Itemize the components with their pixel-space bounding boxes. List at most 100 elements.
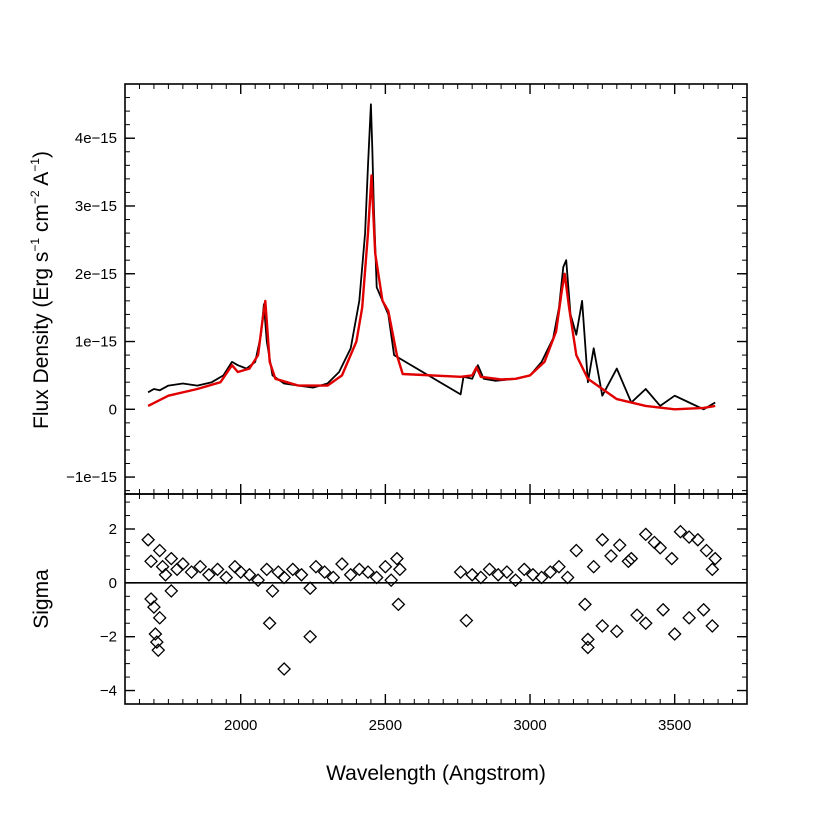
sigma-point <box>624 551 639 566</box>
sigma-point <box>569 543 584 558</box>
sigma-point <box>482 562 497 577</box>
sigma-point <box>499 565 514 579</box>
x-tick-label: 2500 <box>369 717 402 734</box>
sigma-point <box>265 584 280 598</box>
sigma-point <box>543 565 558 579</box>
x-axis-label: Wavelength (Angstrom) <box>326 762 546 785</box>
flux-y-tick-label: 0 <box>109 401 117 418</box>
sigma-point <box>604 549 618 563</box>
sigma-point <box>453 565 468 579</box>
sigma-point <box>164 584 179 598</box>
sigma-point <box>705 562 720 577</box>
sigma-point <box>193 559 208 574</box>
sigma-point <box>525 567 540 582</box>
sigma-point <box>705 619 720 633</box>
sigma-point <box>580 632 595 647</box>
sigma-point <box>259 562 274 577</box>
sigma-point <box>609 624 624 639</box>
sigma-point <box>326 570 341 585</box>
sigma-point <box>228 559 242 574</box>
sigma-point <box>708 551 723 566</box>
sigma-point <box>148 627 163 641</box>
sigma-point <box>578 597 592 612</box>
flux-panel: −1e−15 0 1e−15 2e−15 3e−15 4e−15 Flux Density… <box>28 83 748 495</box>
sigma-point <box>534 570 549 585</box>
sigma-point <box>141 532 156 547</box>
sigma-point <box>251 573 265 588</box>
sigma-point <box>149 635 164 649</box>
sigma-points <box>141 524 723 676</box>
sigma-point <box>184 565 199 579</box>
sigma-point <box>378 559 393 574</box>
sigma-point <box>335 557 349 571</box>
sigma-plot-frame <box>124 493 748 705</box>
sigma-point <box>647 535 662 550</box>
sigma-point <box>384 573 399 588</box>
sigma-point <box>262 616 277 631</box>
flux-series <box>147 103 716 411</box>
sigma-point <box>667 627 682 641</box>
flux-y-tick-label: 1e−15 <box>75 334 117 351</box>
sigma-point <box>144 592 158 606</box>
flux-y-tick-label: 3e−15 <box>75 198 117 215</box>
sigma-point <box>638 527 653 542</box>
sigma-point <box>391 597 406 612</box>
sigma-point <box>294 567 309 582</box>
sigma-point <box>277 662 292 676</box>
sigma-point <box>473 570 488 585</box>
x-tick-label: 3000 <box>513 717 546 734</box>
sigma-point <box>242 567 257 582</box>
sigma-point <box>219 570 234 585</box>
sigma-point <box>151 643 166 658</box>
sigma-point <box>201 567 216 582</box>
sigma-point <box>682 530 697 544</box>
sigma-point <box>361 565 375 579</box>
sigma-point <box>210 562 225 577</box>
sigma-point <box>309 559 323 574</box>
sigma-point <box>152 610 167 625</box>
sigma-point <box>673 524 688 539</box>
sigma-point <box>303 581 318 596</box>
sigma-point <box>517 562 532 577</box>
sigma-point <box>271 565 286 579</box>
x-tick-label: 2000 <box>224 717 257 734</box>
sigma-point <box>638 616 653 631</box>
sigma-point <box>630 608 644 623</box>
sigma-point <box>595 619 610 633</box>
sigma-ticks: −4 −2 0 2 2000 2500 3000 3500 <box>100 494 747 734</box>
sigma-y-axis-label: Sigma <box>30 569 53 629</box>
sigma-point <box>508 573 523 588</box>
sigma-point <box>612 538 627 553</box>
sigma-point <box>277 570 292 585</box>
sigma-y-tick-label: 0 <box>109 575 117 592</box>
sigma-panel: −4 −2 0 2 2000 2500 3000 3500 Sigma Wavelength … <box>30 493 748 785</box>
sigma-point <box>317 565 332 579</box>
sigma-point <box>696 602 711 617</box>
sigma-point <box>152 543 167 558</box>
sigma-point <box>303 629 318 644</box>
sigma-point <box>158 567 173 582</box>
sigma-point <box>147 600 161 614</box>
flux-ticks: −1e−15 0 1e−15 2e−15 3e−15 4e−15 <box>66 84 747 494</box>
sigma-y-tick-label: −4 <box>100 683 117 700</box>
flux-y-axis-label: Flux Density (Erg s−1 cm−2 A−1) <box>28 151 53 429</box>
sigma-point <box>144 554 158 569</box>
sigma-point <box>155 559 170 574</box>
sigma-point <box>595 532 610 547</box>
sigma-point <box>560 570 575 585</box>
sigma-y-tick-label: −2 <box>100 629 117 646</box>
sigma-point <box>285 562 300 577</box>
sigma-point <box>682 610 697 625</box>
sigma-y-tick-label: 2 <box>109 521 117 538</box>
flux-y-tick-label: −1e−15 <box>66 469 117 486</box>
sigma-point <box>392 562 407 577</box>
flux-model-line <box>147 174 716 411</box>
sigma-point <box>580 640 595 655</box>
sigma-point <box>390 551 404 566</box>
x-tick-label: 3500 <box>658 717 691 734</box>
sigma-point <box>552 559 566 574</box>
sigma-point <box>352 562 367 577</box>
sigma-point <box>233 565 248 579</box>
sigma-point <box>465 567 480 582</box>
